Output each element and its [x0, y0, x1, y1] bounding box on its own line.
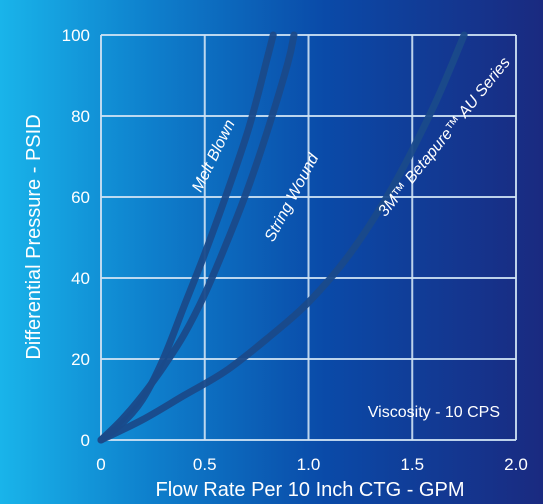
x-tick-label: 1.0 — [297, 455, 321, 474]
string-wound-line — [97, 31, 298, 444]
y-tick-label: 20 — [71, 350, 90, 369]
y-tick-label: 0 — [81, 431, 90, 450]
series-lines — [97, 31, 468, 444]
y-tick-label: 60 — [71, 188, 90, 207]
x-tick-label: 0 — [96, 455, 105, 474]
betapure-au-line — [97, 31, 468, 444]
y-tick-label: 100 — [62, 26, 90, 45]
viscosity-annotation: Viscosity - 10 CPS — [368, 404, 500, 421]
y-axis-label: Differential Pressure - PSID — [23, 114, 45, 359]
x-axis-label: Flow Rate Per 10 Inch CTG - GPM — [156, 479, 465, 501]
melt-blown-line — [97, 31, 277, 444]
grid — [100, 34, 517, 441]
y-tick-label: 80 — [71, 107, 90, 126]
y-tick-label: 40 — [71, 269, 90, 288]
x-tick-label: 2.0 — [504, 455, 528, 474]
x-tick-label: 1.5 — [400, 455, 424, 474]
tick-labels: 0 0.5 1.0 1.5 2.0 0 20 40 60 80 100 — [62, 26, 528, 474]
x-tick-label: 0.5 — [193, 455, 217, 474]
